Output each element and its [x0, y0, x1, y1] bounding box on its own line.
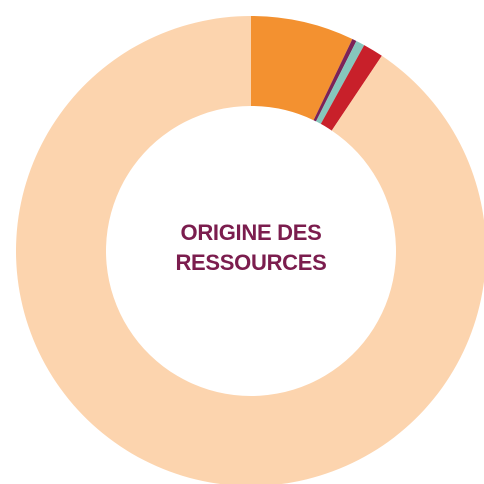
donut-segment — [313, 38, 357, 122]
donut-segment — [316, 40, 365, 124]
donut-segment — [16, 16, 484, 484]
donut-segment — [320, 45, 382, 131]
donut-segment — [251, 16, 353, 121]
chart-title: ORIGINE DES RESSOURCES — [175, 220, 327, 275]
